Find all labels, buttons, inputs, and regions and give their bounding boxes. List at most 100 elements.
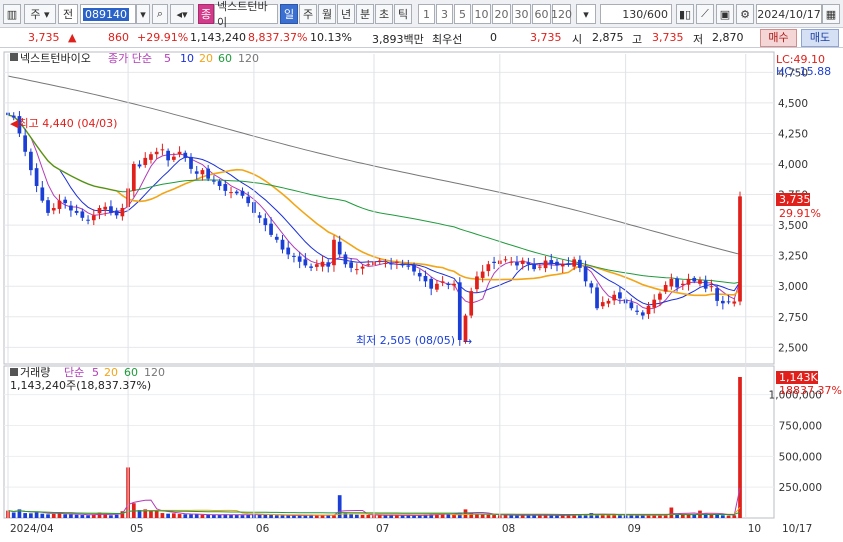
low-value: 2,870 — [712, 31, 744, 44]
period-button-0[interactable]: 일 — [280, 4, 298, 24]
volume-bar — [549, 515, 554, 518]
type-select[interactable]: 주 ▾ — [24, 4, 56, 24]
candle-body — [274, 236, 279, 240]
volume-bar — [154, 510, 159, 518]
candle-body — [612, 294, 617, 301]
interval-button-10[interactable]: 10 — [472, 4, 491, 24]
volume-bar — [417, 515, 422, 518]
volume-bar — [560, 515, 565, 518]
interval-button-1[interactable]: 1 — [418, 4, 435, 24]
candle-body — [360, 266, 365, 269]
candle-body — [446, 283, 451, 285]
candle-body — [286, 247, 291, 255]
date-field[interactable]: 2024/10/17 — [756, 4, 822, 24]
volume-bar — [217, 514, 222, 518]
candles — [6, 110, 742, 346]
vol-legend-ma60: 60 — [124, 366, 138, 379]
buy-button[interactable]: 매수 — [760, 29, 797, 47]
candle-body — [337, 241, 342, 255]
volume-bar — [360, 514, 365, 518]
volume-bar — [80, 515, 85, 518]
count-total: /600 — [643, 7, 668, 21]
candle-body — [435, 283, 439, 290]
candle-body — [583, 266, 588, 282]
volume-bar — [160, 513, 165, 518]
candle-body — [600, 302, 605, 307]
candle-body — [63, 199, 68, 204]
speaker-icon[interactable]: ◂▾ — [170, 4, 194, 24]
search-icon[interactable]: ⌕ — [152, 4, 168, 24]
candle-body — [463, 315, 468, 342]
period-button-1[interactable]: 주 — [299, 4, 317, 24]
volume-bar — [320, 515, 325, 518]
volume-bar — [446, 514, 451, 518]
sell-button[interactable]: 매도 — [801, 29, 839, 47]
volume-bar — [337, 495, 342, 518]
chart-menu-icon[interactable]: ▥ — [3, 4, 21, 24]
candle-body — [640, 312, 645, 316]
volume-bar — [635, 515, 639, 518]
stock-chart[interactable]: 4,7504,5004,2504,0003,7503,5003,2503,000… — [0, 48, 843, 542]
interval-button-20[interactable]: 20 — [492, 4, 511, 24]
type-label: 주 — [30, 8, 41, 21]
period-button-2[interactable]: 월 — [318, 4, 336, 24]
volume-bar — [566, 515, 571, 518]
volume-bar — [34, 511, 39, 518]
volume-bar — [314, 515, 319, 518]
high-annotation: ◀최고 4,440 (04/03) — [10, 117, 117, 130]
price-legend-name: 넥스트턴바이오 — [20, 52, 91, 65]
candle-body — [720, 300, 725, 304]
x-tick-label: 07 — [376, 523, 389, 535]
interval-button-3[interactable]: 3 — [436, 4, 453, 24]
x-axis: 2024/04 05 06 07 08 09 10 10/17 — [7, 54, 812, 535]
candle-body — [57, 200, 62, 209]
volume-bar — [109, 515, 113, 518]
volume-bar — [354, 514, 359, 518]
period-button-4[interactable]: 분 — [356, 4, 374, 24]
count-value: 130 — [622, 7, 644, 21]
interval-button-5[interactable]: 5 — [454, 4, 471, 24]
last-pct-tag-label: 29.91% — [779, 207, 821, 220]
period-button-6[interactable]: 틱 — [394, 4, 412, 24]
count-field[interactable]: 130/600 — [600, 4, 672, 24]
candle-body — [686, 278, 691, 285]
volume-bar — [246, 514, 251, 518]
interval-button-60[interactable]: 60 — [532, 4, 551, 24]
period-button-3[interactable]: 년 — [337, 4, 355, 24]
x-tick-label: 05 — [130, 523, 143, 535]
volume-bar — [669, 507, 674, 518]
calendar-icon[interactable]: ▦ — [822, 4, 840, 24]
candle-icon[interactable]: ▮▯ — [676, 4, 694, 24]
volume-tick-label: 500,000 — [779, 451, 822, 463]
candle-body — [297, 256, 302, 262]
volume-legend-name: 거래량 — [20, 366, 50, 379]
volume-tick-label: 250,000 — [779, 482, 822, 494]
price: 3,735 — [28, 31, 60, 44]
volume-axis: 1,000,000 750,000 500,000 250,000 — [769, 390, 822, 495]
code-dropdown-icon[interactable]: ▾ — [136, 4, 150, 24]
interval-button-30[interactable]: 30 — [512, 4, 531, 24]
candle-body — [549, 260, 554, 265]
legend-ma20: 20 — [199, 52, 213, 65]
volume-bar — [612, 515, 617, 518]
volume-bar — [166, 513, 170, 518]
candle-body — [349, 262, 353, 268]
volume-bar — [709, 514, 714, 518]
volume-bar — [652, 515, 657, 518]
save-icon[interactable]: ▣ — [716, 4, 734, 24]
all-toggle[interactable]: 전 — [58, 4, 78, 24]
trend-icon[interactable]: ⟋ — [696, 4, 714, 24]
candle-body — [515, 262, 519, 266]
gear-icon[interactable]: ⚙ — [736, 4, 754, 24]
interval-dropdown-icon[interactable]: ▾ — [576, 4, 596, 24]
candle-body — [635, 310, 639, 312]
legend-ma120: 120 — [238, 52, 259, 65]
high-label: 고 — [632, 33, 643, 46]
volume-bar — [475, 513, 479, 518]
period-button-5[interactable]: 초 — [375, 4, 393, 24]
volume-bar — [57, 512, 62, 518]
candle-body — [160, 149, 165, 151]
code-input[interactable]: 089140 — [80, 4, 136, 24]
interval-button-120[interactable]: 120 — [551, 4, 572, 24]
